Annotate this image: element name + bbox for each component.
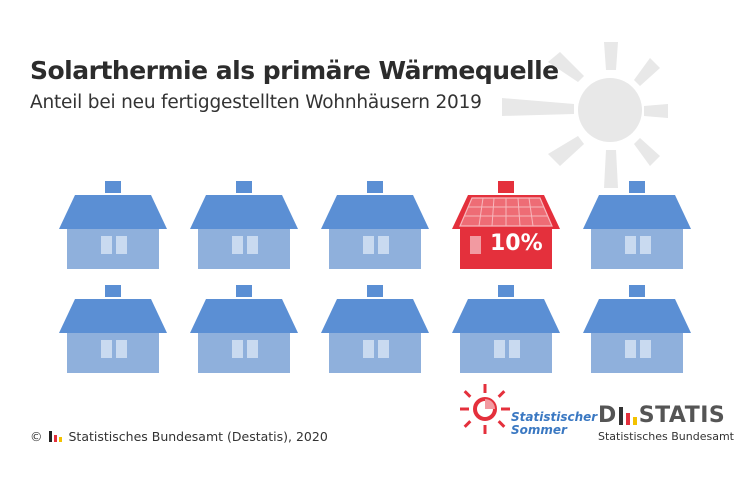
house-icon: [59, 181, 167, 271]
destatis-logo: D STATIS Statistisches Bundesamt: [598, 403, 734, 443]
destatis-subtitle: Statistisches Bundesamt: [598, 430, 734, 443]
house-icon: [190, 181, 298, 271]
house-icon: [59, 285, 167, 375]
solar-house-icon: 10%: [452, 181, 560, 271]
destatis-word-end: STATIS: [638, 403, 726, 428]
chart-subtitle: Anteil bei neu fertiggestellten Wohnhäus…: [30, 92, 482, 113]
statistischer-sommer-logo-icon: [460, 384, 510, 434]
summer-logo-line2: Sommer: [511, 423, 567, 437]
highlight-value: 10%: [490, 231, 543, 256]
house-icon: [583, 285, 691, 375]
destatis-bars-icon: [48, 431, 62, 442]
house-icon: [321, 285, 429, 375]
house-icon: [321, 181, 429, 271]
house-icon: [583, 181, 691, 271]
chart-title: Solarthermie als primäre Wärmequelle: [30, 56, 559, 85]
summer-logo-line1: Statistischer: [511, 410, 598, 424]
house-icon: [452, 285, 560, 375]
credit-text: Statistisches Bundesamt (Destatis), 2020: [68, 429, 328, 444]
source-credit: © Statistisches Bundesamt (Destatis), 20…: [30, 429, 328, 444]
destatis-e-bars-icon: [618, 407, 637, 425]
copyright-symbol: ©: [30, 429, 43, 444]
sun-icon: [502, 42, 668, 188]
destatis-word-start: D: [598, 403, 617, 428]
house-icon: [190, 285, 298, 375]
statistischer-sommer-label: Statistischer Sommer: [511, 411, 597, 437]
